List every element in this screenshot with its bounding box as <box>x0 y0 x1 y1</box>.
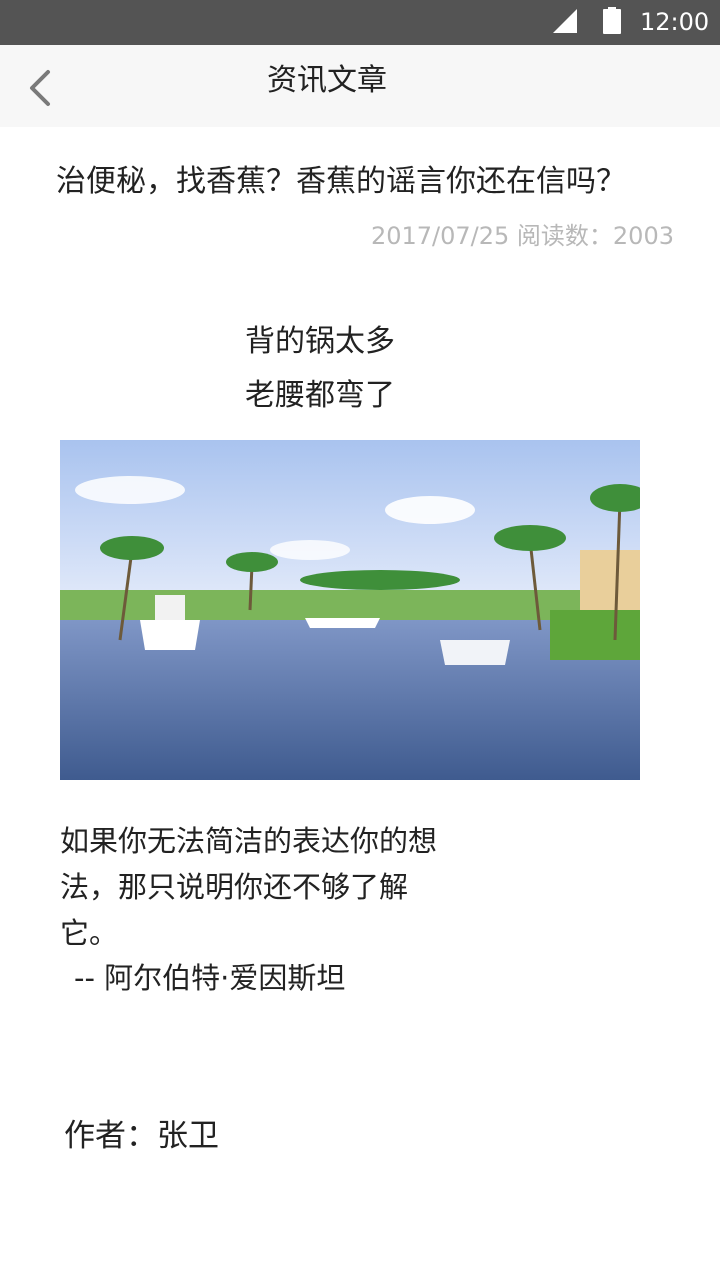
article-subtitle-line-1: 背的锅太多 <box>245 324 395 359</box>
back-button[interactable] <box>20 66 60 110</box>
chevron-left-icon <box>30 70 50 106</box>
status-time: 12:00 <box>640 8 710 36</box>
article-subtitle-line-2: 老腰都弯了 <box>245 378 395 413</box>
page-title: 资讯文章 <box>267 63 387 98</box>
article-quote: 如果你无法简洁的表达你的想法，那只说明你还不够了解它。 <box>60 824 438 950</box>
article-image <box>60 440 640 780</box>
article-meta: 2017/07/25 阅读数：2003 <box>370 222 674 250</box>
article-author: 作者：张卫 <box>64 1118 219 1154</box>
app-bar: 资讯文章 <box>0 45 720 127</box>
quote-author: -- 阿尔伯特·爱因斯坦 <box>74 961 346 995</box>
signal-icon <box>553 9 577 33</box>
article-title: 治便秘，找香蕉？香蕉的谣言你还在信吗？ <box>56 164 626 199</box>
status-bar: 12:00 <box>0 0 720 45</box>
battery-icon <box>603 7 621 34</box>
